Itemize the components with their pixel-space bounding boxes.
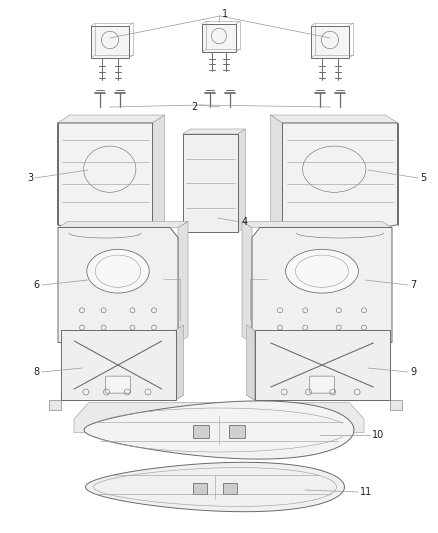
Polygon shape (193, 483, 207, 494)
Polygon shape (237, 129, 246, 232)
Polygon shape (242, 222, 252, 343)
Text: 11: 11 (360, 487, 372, 497)
Polygon shape (202, 24, 236, 52)
Polygon shape (254, 330, 389, 400)
Text: 1: 1 (222, 9, 228, 19)
Polygon shape (60, 395, 184, 400)
Polygon shape (283, 123, 398, 233)
Polygon shape (58, 228, 178, 343)
Ellipse shape (286, 249, 358, 293)
Polygon shape (271, 115, 398, 123)
Text: 10: 10 (372, 430, 384, 440)
Polygon shape (178, 222, 188, 343)
Polygon shape (58, 222, 188, 228)
Text: 4: 4 (242, 217, 248, 227)
Text: 9: 9 (410, 367, 416, 377)
Polygon shape (247, 395, 389, 400)
Polygon shape (152, 115, 165, 233)
Text: 3: 3 (27, 173, 33, 183)
Text: 8: 8 (34, 367, 40, 377)
Polygon shape (176, 325, 184, 400)
Polygon shape (57, 115, 165, 123)
Polygon shape (229, 425, 245, 438)
FancyBboxPatch shape (106, 376, 131, 393)
Polygon shape (223, 483, 237, 494)
Ellipse shape (87, 249, 149, 293)
Polygon shape (49, 400, 60, 410)
Text: 5: 5 (420, 173, 426, 183)
Text: 7: 7 (410, 280, 416, 290)
Polygon shape (252, 228, 392, 343)
Polygon shape (183, 129, 246, 134)
Polygon shape (60, 330, 176, 400)
Polygon shape (91, 26, 129, 58)
Text: 2: 2 (192, 102, 198, 112)
Polygon shape (311, 26, 349, 58)
Polygon shape (271, 115, 283, 233)
Polygon shape (242, 222, 392, 228)
Polygon shape (74, 402, 364, 433)
Polygon shape (247, 325, 254, 400)
Text: 6: 6 (34, 280, 40, 290)
Polygon shape (57, 123, 152, 233)
Polygon shape (389, 400, 402, 410)
Polygon shape (84, 401, 354, 459)
Polygon shape (85, 462, 345, 512)
Polygon shape (183, 134, 237, 232)
FancyBboxPatch shape (310, 376, 335, 393)
Polygon shape (193, 425, 209, 438)
